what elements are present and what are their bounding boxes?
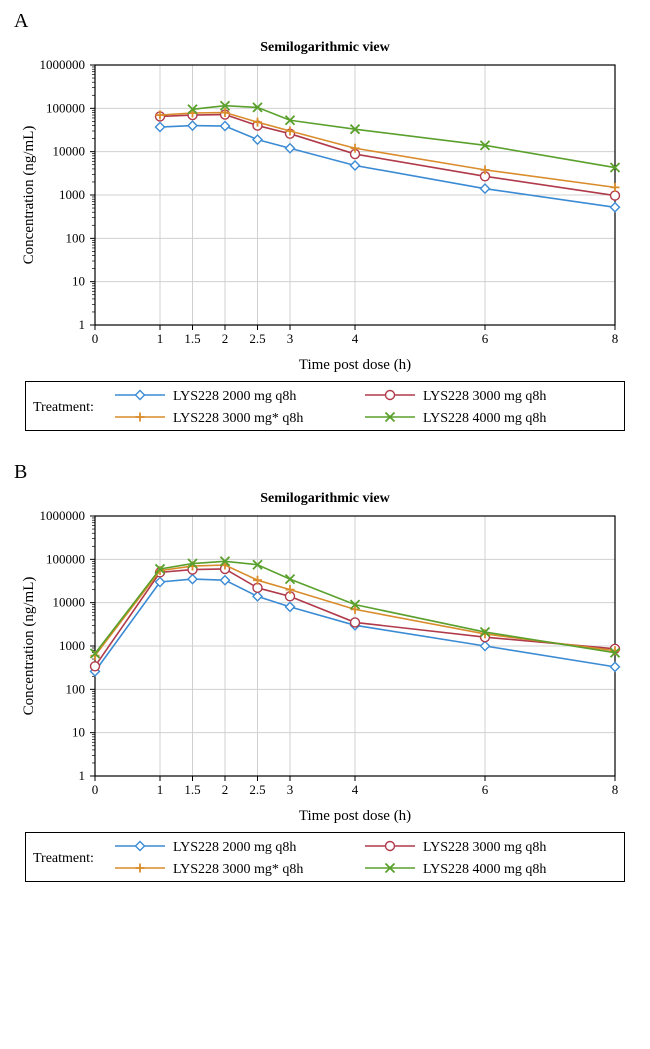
svg-text:1000000: 1000000 [40,508,86,523]
svg-text:2: 2 [222,782,229,797]
svg-text:1000000: 1000000 [40,57,86,72]
legend: Treatment: LYS228 2000 mg q8h LYS228 3000 … [25,832,625,882]
legend-title: Treatment: [33,851,94,866]
svg-text:6: 6 [482,782,489,797]
svg-text:6: 6 [482,331,489,346]
svg-text:1.5: 1.5 [184,331,200,346]
figure-panel: BSemilogarithmic view1101001000100001000… [10,461,640,882]
svg-text:1: 1 [79,317,86,332]
svg-text:2.5: 2.5 [249,782,265,797]
svg-text:1000: 1000 [59,638,85,653]
x-axis-label: Time post dose (h) [299,357,411,373]
svg-text:0: 0 [92,331,99,346]
svg-text:8: 8 [612,782,619,797]
legend-container: Treatment: LYS228 2000 mg q8h LYS228 3000 … [15,381,635,431]
svg-text:1: 1 [79,768,86,783]
legend: Treatment: LYS228 2000 mg q8h LYS228 3000 … [25,381,625,431]
svg-text:4: 4 [352,331,359,346]
svg-text:3: 3 [287,331,294,346]
legend-label: LYS228 2000 mg q8h [173,840,296,855]
y-axis-label: Concentration (ng/mL) [21,126,37,265]
legend-label: LYS228 4000 mg q8h [423,411,546,426]
legend-label: LYS228 3000 mg* q8h [173,411,303,426]
chart-container: Semilogarithmic view11010010001000010000… [15,35,635,375]
legend-label: LYS228 3000 mg q8h [423,840,546,855]
svg-text:10: 10 [72,274,85,289]
chart-svg: Semilogarithmic view11010010001000010000… [15,486,635,826]
svg-text:100000: 100000 [46,100,85,115]
svg-text:4: 4 [352,782,359,797]
svg-text:1000: 1000 [59,187,85,202]
chart-container: Semilogarithmic view11010010001000010000… [15,486,635,826]
panel-label: B [14,461,640,484]
svg-text:8: 8 [612,331,619,346]
svg-text:10000: 10000 [53,595,86,610]
x-axis-label: Time post dose (h) [299,808,411,824]
chart-svg: Semilogarithmic view11010010001000010000… [15,35,635,375]
figure-panel: ASemilogarithmic view1101001000100001000… [10,10,640,431]
svg-text:10: 10 [72,725,85,740]
svg-text:10000: 10000 [53,144,86,159]
legend-label: LYS228 2000 mg q8h [173,389,296,404]
svg-text:100000: 100000 [46,551,85,566]
svg-text:0: 0 [92,782,99,797]
panel-label: A [14,10,640,33]
svg-text:100: 100 [66,230,86,245]
legend-label: LYS228 3000 mg* q8h [173,862,303,877]
y-axis-label: Concentration (ng/mL) [21,577,37,716]
legend-title: Treatment: [33,400,94,415]
svg-text:2: 2 [222,331,229,346]
legend-label: LYS228 3000 mg q8h [423,389,546,404]
chart-title: Semilogarithmic view [260,40,390,55]
svg-text:1: 1 [157,331,164,346]
svg-text:100: 100 [66,681,86,696]
chart-title: Semilogarithmic view [260,491,390,506]
legend-label: LYS228 4000 mg q8h [423,862,546,877]
legend-container: Treatment: LYS228 2000 mg q8h LYS228 3000 … [15,832,635,882]
svg-text:3: 3 [287,782,294,797]
svg-text:2.5: 2.5 [249,331,265,346]
svg-text:1: 1 [157,782,164,797]
svg-text:1.5: 1.5 [184,782,200,797]
